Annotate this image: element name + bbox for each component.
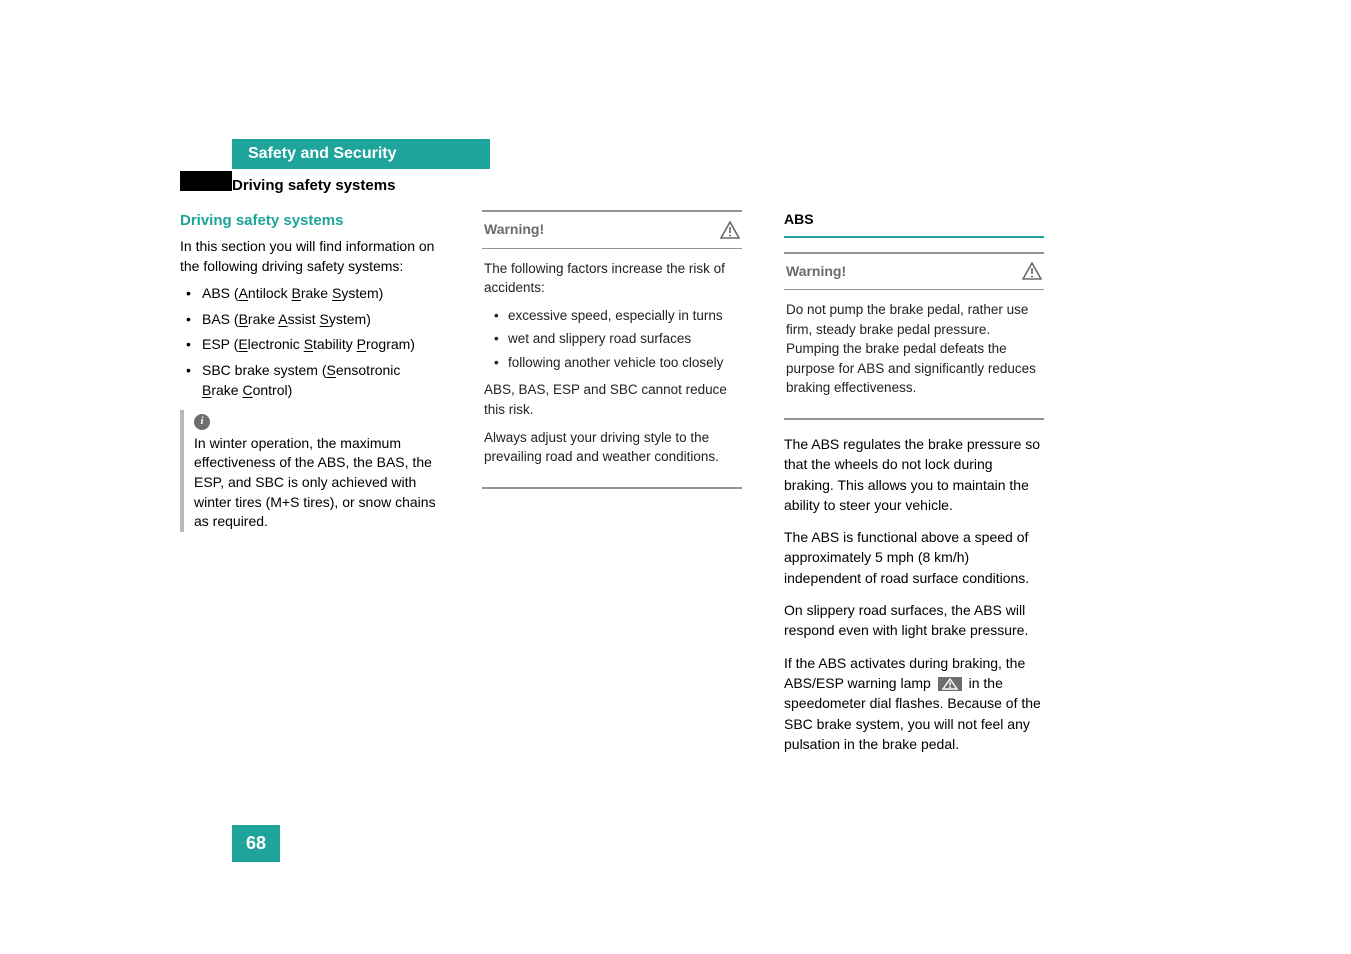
section-title: Driving safety systems	[232, 177, 1250, 194]
abs-heading: ABS	[784, 210, 1044, 230]
list-item: ABS (Antilock Brake System)	[180, 284, 440, 304]
list-item: following another vehicle too closely	[484, 353, 740, 373]
warning-list: excessive speed, especially in turns wet…	[484, 306, 740, 373]
warning-body: Do not pump the brake pedal, rather use …	[784, 290, 1044, 420]
text: E	[238, 336, 247, 352]
page-number: 68	[232, 825, 280, 862]
warning-lamp-icon	[938, 677, 962, 691]
warning-text: Do not pump the brake pedal, rather use …	[786, 300, 1042, 398]
text: B	[292, 285, 301, 301]
text: S	[326, 362, 335, 378]
list-item: SBC brake system (Sensotronic Brake Cont…	[180, 361, 440, 400]
list-item: BAS (Brake Assist System)	[180, 310, 440, 330]
info-icon-wrap: i	[194, 410, 440, 430]
warning-title: Warning!	[484, 220, 544, 240]
abs-rule	[784, 236, 1044, 238]
text: rake	[211, 382, 242, 398]
text: ntilock	[248, 285, 292, 301]
list-item: ESP (Electronic Stability Program)	[180, 335, 440, 355]
abs-p3: On slippery road surfaces, the ABS will …	[784, 600, 1044, 641]
text: BAS (	[202, 311, 239, 327]
warning-p2: Always adjust your driving style to the …	[484, 428, 740, 467]
topic-heading: Driving safety systems	[180, 210, 440, 231]
info-text: In winter operation, the maximum effecti…	[194, 434, 440, 532]
list-item: wet and slippery road surfaces	[484, 329, 740, 349]
text: ssist	[288, 311, 320, 327]
text: S	[332, 285, 341, 301]
text: ABS (	[202, 285, 239, 301]
text: S	[320, 311, 329, 327]
text: rake	[301, 285, 332, 301]
text: C	[242, 382, 252, 398]
text: ystem)	[341, 285, 383, 301]
text: tability	[313, 336, 357, 352]
systems-list: ABS (Antilock Brake System) BAS (Brake A…	[180, 284, 440, 400]
text: ensotronic	[336, 362, 401, 378]
text: P	[357, 336, 366, 352]
text: B	[239, 311, 248, 327]
warning-box-1: Warning! The following factors increase …	[482, 210, 742, 489]
abs-p4: If the ABS activates during braking, the…	[784, 653, 1044, 754]
info-note: i In winter operation, the maximum effec…	[180, 410, 440, 532]
text: rogram)	[366, 336, 415, 352]
column-1: Driving safety systems In this section y…	[180, 210, 440, 766]
text: A	[278, 311, 287, 327]
info-icon: i	[194, 414, 210, 430]
text: B	[202, 382, 211, 398]
abs-p2: The ABS is functional above a speed of a…	[784, 527, 1044, 588]
text: S	[304, 336, 313, 352]
text: rake	[248, 311, 278, 327]
column-3: ABS Warning! Do not pump the brake pedal…	[784, 210, 1044, 766]
text: SBC brake system (	[202, 362, 326, 378]
warning-triangle-icon	[1022, 262, 1042, 280]
column-2: Warning! The following factors increase …	[482, 210, 742, 766]
content-columns: Driving safety systems In this section y…	[180, 210, 1250, 766]
warning-triangle-icon	[720, 221, 740, 239]
text: A	[239, 285, 248, 301]
page-content: Safety and Security Driving safety syste…	[180, 139, 1250, 766]
warning-p1: ABS, BAS, ESP and SBC cannot reduce this…	[484, 380, 740, 419]
text: ystem)	[329, 311, 371, 327]
warning-intro: The following factors increase the risk …	[484, 259, 740, 298]
warning-header: Warning!	[784, 252, 1044, 291]
intro-text: In this section you will find informatio…	[180, 237, 440, 276]
list-item: excessive speed, especially in turns	[484, 306, 740, 326]
warning-body: The following factors increase the risk …	[482, 249, 742, 489]
warning-box-2: Warning! Do not pump the brake pedal, ra…	[784, 252, 1044, 420]
text: ontrol)	[253, 382, 293, 398]
text: ESP (	[202, 336, 238, 352]
chapter-title: Safety and Security	[232, 139, 490, 169]
abs-p1: The ABS regulates the brake pressure so …	[784, 434, 1044, 515]
warning-header: Warning!	[482, 210, 742, 249]
text: lectronic	[248, 336, 304, 352]
warning-title: Warning!	[786, 262, 846, 282]
